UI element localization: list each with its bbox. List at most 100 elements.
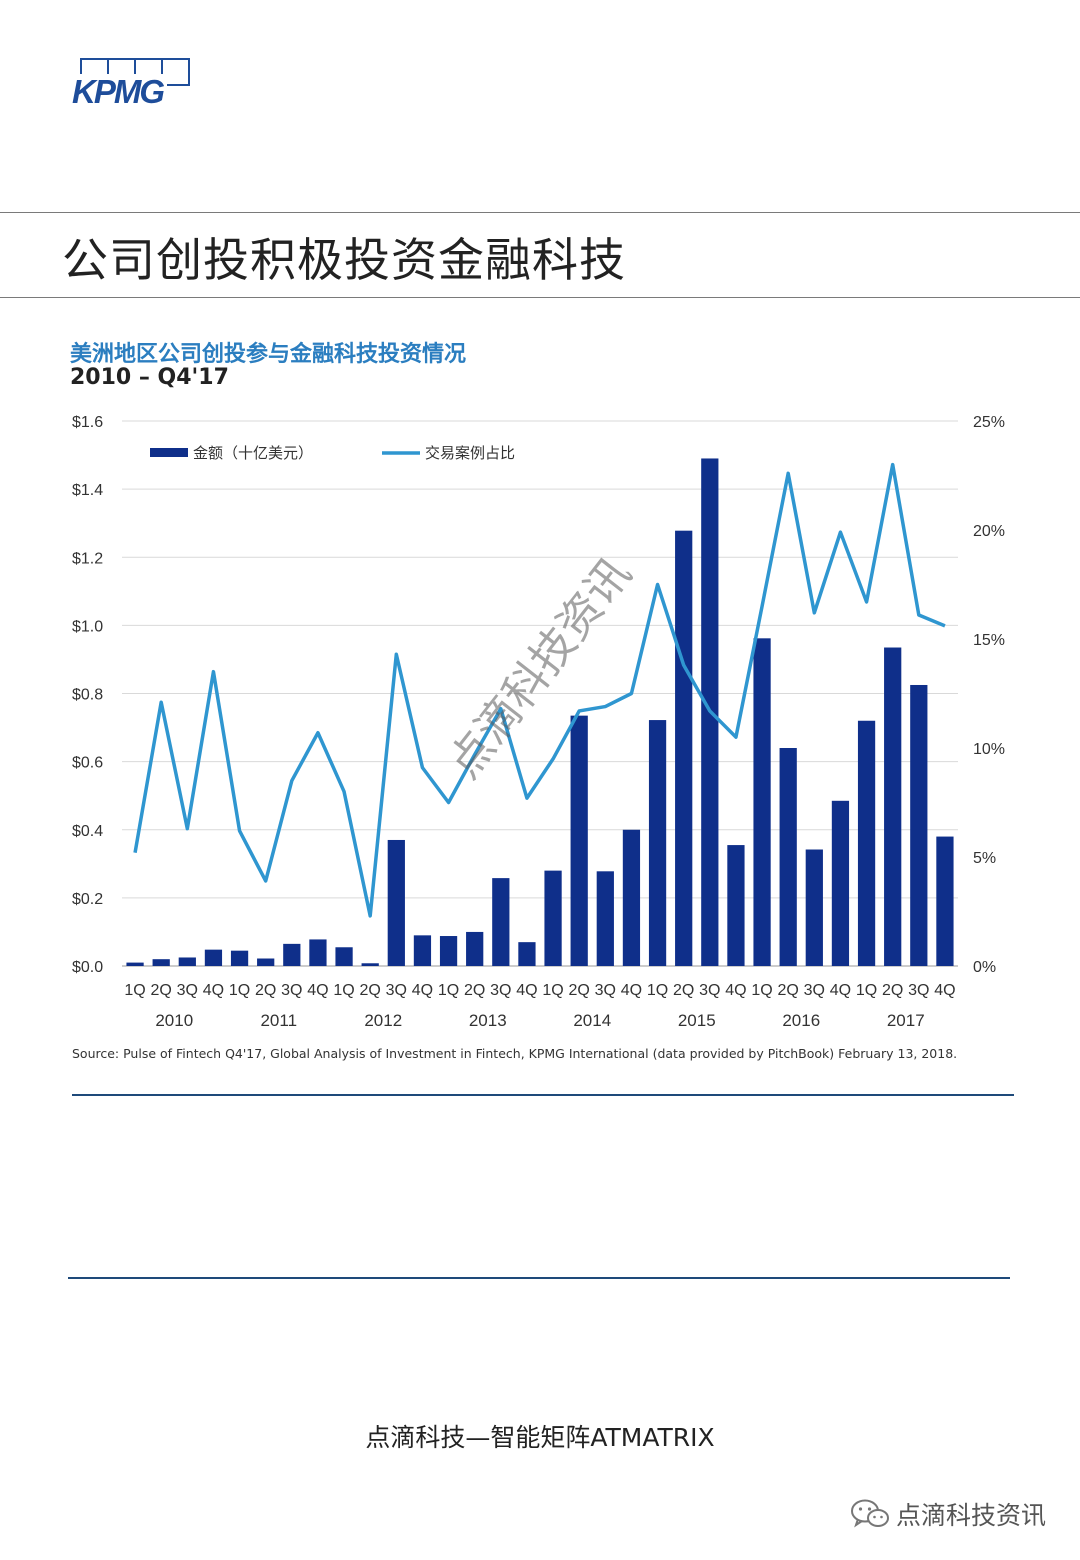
right-axis-tick: 0% (973, 959, 996, 976)
quarter-label: 4Q (725, 982, 746, 999)
left-axis-tick: $0.4 (72, 823, 103, 840)
right-axis-tick: 10% (973, 741, 1005, 758)
right-axis-tick: 20% (973, 523, 1005, 540)
year-label: 2014 (573, 1011, 611, 1030)
quarter-label: 4Q (203, 982, 224, 999)
bar (596, 871, 614, 966)
bar (518, 942, 536, 966)
quarter-label: 3Q (908, 982, 929, 999)
quarter-label: 4Q (934, 982, 955, 999)
quarter-label: 1Q (542, 982, 563, 999)
bar (884, 647, 902, 966)
bar (544, 870, 562, 966)
quarter-label: 4Q (412, 982, 433, 999)
year-label: 2010 (155, 1011, 193, 1030)
quarter-label: 3Q (804, 982, 825, 999)
divider-lower (68, 1277, 1010, 1279)
quarter-label: 2Q (255, 982, 276, 999)
quarter-label: 3Q (595, 982, 616, 999)
quarter-label: 1Q (751, 982, 772, 999)
quarter-label: 3Q (177, 982, 198, 999)
bar (675, 530, 693, 966)
combo-chart: $0.0 $0.2 $0.4 $0.6 $0.8 $1.0 $1.2 $1.4 $1.6 0% 5%… (72, 414, 1005, 1030)
share-line (133, 462, 946, 918)
left-axis-tick: $0.8 (72, 687, 103, 704)
quarter-label: 2Q (778, 982, 799, 999)
right-axis-tick: 25% (973, 414, 1005, 431)
page-title: 公司创投积极投资金融科技 (62, 233, 626, 287)
quarter-label: 2Q (151, 982, 172, 999)
quarter-label: 2Q (569, 982, 590, 999)
left-axis-tick: $1.0 (72, 618, 103, 635)
quarter-label: 1Q (438, 982, 459, 999)
quarter-label: 4Q (830, 982, 851, 999)
quarter-label: 3Q (490, 982, 511, 999)
quarter-label: 1Q (333, 982, 354, 999)
year-label: 2012 (364, 1011, 402, 1030)
bar (910, 684, 928, 966)
year-label: 2011 (260, 1011, 297, 1030)
bar (152, 959, 170, 966)
bar (309, 939, 327, 966)
bar (439, 936, 458, 966)
bar (178, 957, 196, 966)
bar (857, 720, 876, 966)
bar (387, 839, 405, 966)
legend-bar-label: 金额（十亿美元） (193, 444, 313, 462)
header-rule-bottom (0, 297, 1080, 298)
quarter-label: 4Q (307, 982, 328, 999)
quarter-label: 3Q (281, 982, 302, 999)
bar (204, 949, 223, 966)
header-rule-top (0, 212, 1080, 213)
year-label: 2015 (678, 1011, 716, 1030)
quarter-label: 1Q (647, 982, 668, 999)
divider-upper (72, 1094, 1014, 1096)
bar (936, 836, 954, 966)
quarter-label: 1Q (856, 982, 877, 999)
left-axis-tick: $0.2 (72, 891, 103, 908)
left-axis-tick: $0.0 (72, 959, 103, 976)
wechat-account[interactable]: 点滴科技资讯 (850, 1496, 1046, 1532)
left-axis-tick: $1.2 (72, 550, 103, 567)
chart-title: 美洲地区公司创投参与金融科技投资情况 (70, 342, 467, 367)
bar (831, 800, 850, 966)
left-axis-tick: $1.4 (72, 482, 103, 499)
bar (126, 962, 144, 966)
bar (727, 845, 745, 966)
bar (230, 950, 249, 966)
quarter-label: 4Q (621, 982, 642, 999)
bar (466, 931, 484, 966)
right-axis-tick: 15% (973, 632, 1005, 649)
quarter-label: 2Q (464, 982, 485, 999)
quarter-label: 1Q (124, 982, 145, 999)
legend-line-label: 交易案例占比 (425, 444, 515, 462)
quarter-label: 1Q (229, 982, 250, 999)
bar (335, 947, 353, 966)
bar (648, 720, 667, 966)
year-label: 2013 (469, 1011, 507, 1030)
bar (805, 849, 823, 966)
year-label: 2016 (782, 1011, 820, 1030)
bar (622, 829, 641, 966)
bar (753, 638, 771, 966)
bar (779, 748, 797, 966)
quarter-label: 2Q (360, 982, 381, 999)
quarter-label: 3Q (699, 982, 720, 999)
quarter-label: 3Q (386, 982, 407, 999)
bar (492, 878, 510, 966)
quarter-label: 2Q (882, 982, 903, 999)
wechat-icon (850, 1499, 889, 1528)
quarter-label: 4Q (516, 982, 537, 999)
bar (361, 963, 379, 966)
chart-subtitle: 2010 – Q4'17 (70, 365, 229, 390)
bar (570, 715, 588, 966)
source-note: Source: Pulse of Fintech Q4'17, Global A… (72, 1046, 958, 1061)
left-axis-tick: $1.6 (72, 414, 103, 431)
quarter-label: 2Q (673, 982, 694, 999)
bar (283, 943, 301, 966)
legend-bar-swatch (150, 448, 188, 457)
wechat-account-label: 点滴科技资讯 (895, 1501, 1046, 1530)
right-axis-tick: 5% (973, 850, 996, 867)
bar (413, 935, 432, 966)
year-label: 2017 (887, 1011, 925, 1030)
